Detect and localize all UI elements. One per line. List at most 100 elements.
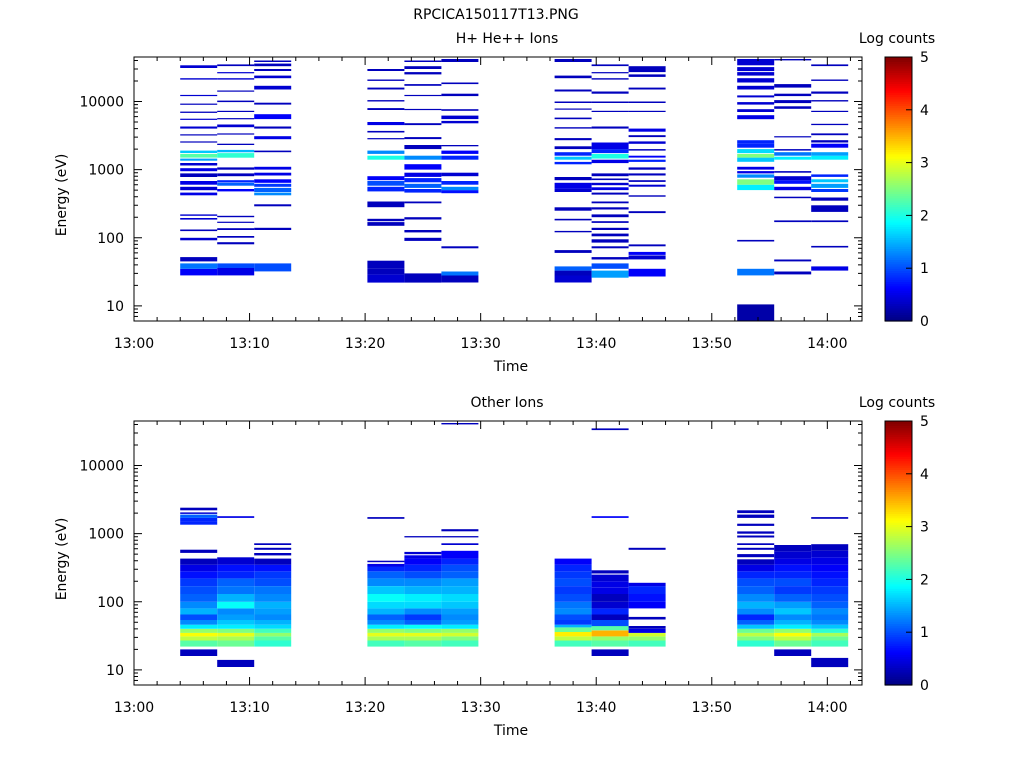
colorbar-segment bbox=[885, 134, 912, 137]
heatmap-cell bbox=[217, 620, 255, 625]
colorbar-segment bbox=[885, 98, 912, 102]
heatmap-cell bbox=[774, 171, 812, 173]
heatmap-cell bbox=[737, 102, 775, 105]
heatmap-cell bbox=[591, 78, 629, 80]
colorbar-segment bbox=[885, 531, 912, 534]
x-tick-label: 13:40 bbox=[576, 336, 616, 352]
heatmap-cell bbox=[180, 628, 218, 633]
colorbar-segment bbox=[885, 654, 912, 657]
heatmap-cell bbox=[774, 551, 812, 559]
colorbar-tick-label: 2 bbox=[920, 572, 929, 588]
heatmap-cell bbox=[554, 161, 592, 165]
heatmap-cell bbox=[441, 601, 479, 609]
colorbar-segment bbox=[885, 246, 912, 249]
colorbar-segment bbox=[885, 61, 912, 65]
heatmap-cell bbox=[554, 558, 592, 565]
colorbar-segment bbox=[885, 217, 912, 221]
heatmap-cell bbox=[554, 632, 592, 637]
heatmap-cell bbox=[774, 156, 812, 160]
heatmap-cell bbox=[811, 544, 849, 551]
heatmap-cell bbox=[254, 227, 292, 230]
colorbar-segment bbox=[885, 610, 912, 613]
heatmap-cell bbox=[217, 557, 255, 565]
colorbar-segment bbox=[885, 440, 912, 444]
colorbar-segment bbox=[885, 160, 912, 164]
colorbar-tick-label: 5 bbox=[920, 50, 929, 66]
colorbar-segment bbox=[885, 180, 912, 183]
colorbar-segment bbox=[885, 255, 912, 258]
colorbar-segment bbox=[885, 429, 912, 433]
colorbar-segment bbox=[885, 647, 912, 651]
heatmap-cell bbox=[811, 205, 849, 212]
heatmap-cell bbox=[737, 586, 775, 594]
heatmap-cell bbox=[591, 581, 629, 588]
colorbar-segment bbox=[885, 219, 912, 223]
heatmap-cell bbox=[554, 636, 592, 641]
colorbar-segment bbox=[885, 489, 912, 492]
colorbar-segment bbox=[885, 173, 912, 177]
heatmap-cell bbox=[774, 608, 812, 615]
heatmap-cell bbox=[554, 127, 592, 129]
colorbar-segment bbox=[885, 636, 912, 640]
heatmap-cell bbox=[217, 182, 255, 186]
heatmap-cell bbox=[367, 636, 405, 641]
heatmap-cell bbox=[628, 244, 666, 247]
heatmap-cell bbox=[441, 578, 479, 586]
heatmap-cell bbox=[217, 578, 255, 586]
colorbar-segment bbox=[885, 147, 912, 150]
heatmap-cell bbox=[554, 108, 592, 110]
heatmap-cell bbox=[737, 535, 775, 538]
heatmap-cell bbox=[441, 145, 479, 147]
colorbar-segment bbox=[885, 476, 912, 479]
colorbar-segment bbox=[885, 162, 912, 166]
x-axis-label: Time bbox=[493, 359, 528, 375]
heatmap-cell bbox=[217, 628, 255, 633]
colorbar-segment bbox=[885, 63, 912, 67]
heatmap-cell bbox=[367, 186, 405, 192]
heatmap-cell bbox=[180, 263, 218, 269]
heatmap-cell bbox=[441, 632, 479, 637]
heatmap-cell bbox=[404, 66, 442, 69]
heatmap-cell bbox=[254, 60, 292, 62]
colorbar-segment bbox=[885, 509, 912, 512]
y-tick-label: 10 bbox=[106, 663, 124, 679]
heatmap-cell bbox=[180, 558, 218, 565]
heatmap-cell bbox=[404, 145, 442, 150]
heatmap-cell bbox=[180, 168, 218, 172]
colorbar-segment bbox=[885, 594, 912, 598]
colorbar: 0 1 2 3 4 5 Log counts bbox=[859, 395, 935, 694]
heatmap-cell bbox=[217, 110, 255, 112]
x-tick-label: 13:20 bbox=[345, 336, 385, 352]
heatmap-cell bbox=[811, 557, 849, 565]
colorbar-segment bbox=[885, 588, 912, 591]
heatmap-cell bbox=[180, 192, 218, 196]
heatmap-cell bbox=[774, 636, 812, 641]
heatmap-cell bbox=[217, 167, 255, 170]
heatmap-cell bbox=[441, 59, 479, 62]
heatmap-cell bbox=[217, 614, 255, 620]
colorbar-segment bbox=[885, 500, 912, 503]
plot-frame bbox=[133, 420, 863, 686]
colorbar-segment bbox=[885, 434, 912, 437]
colorbar-segment bbox=[885, 171, 912, 175]
heatmap-cell bbox=[811, 517, 849, 519]
x-tick-label: 13:40 bbox=[576, 700, 616, 716]
heatmap-cell bbox=[628, 159, 666, 162]
colorbar-segment bbox=[885, 59, 912, 62]
heatmap-cell bbox=[554, 250, 592, 253]
colorbar-segment bbox=[885, 667, 912, 671]
heatmap-cell bbox=[254, 263, 292, 272]
heatmap-cell bbox=[774, 152, 812, 156]
colorbar-segment bbox=[885, 451, 912, 455]
colorbar-segment bbox=[885, 601, 912, 605]
colorbar-segment bbox=[885, 447, 912, 451]
heatmap-cell bbox=[441, 172, 479, 177]
heatmap-cell bbox=[404, 155, 442, 160]
heatmap-cell bbox=[254, 187, 292, 192]
heatmap-cell bbox=[254, 183, 292, 187]
colorbar-segment bbox=[885, 436, 912, 440]
colorbar-segment bbox=[885, 575, 912, 578]
colorbar-segment bbox=[885, 129, 912, 133]
heatmap-cell bbox=[774, 601, 812, 609]
colorbar-segment bbox=[885, 189, 912, 192]
